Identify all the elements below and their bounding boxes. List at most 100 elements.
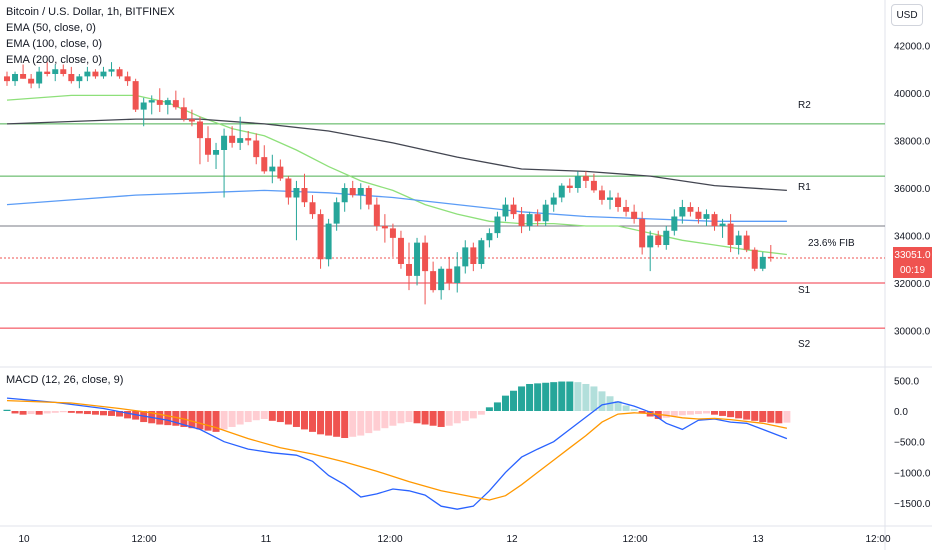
macd-histogram-bar xyxy=(67,411,75,413)
macd-histogram-bar xyxy=(558,381,566,411)
candle-body xyxy=(261,157,268,172)
macd-histogram-bar xyxy=(35,411,43,415)
macd-histogram-bar xyxy=(196,411,204,430)
macd-histogram-bar xyxy=(686,411,694,415)
candle xyxy=(373,197,380,231)
candle xyxy=(100,66,107,79)
macd-histogram-bar xyxy=(638,411,646,414)
candle-body xyxy=(68,74,75,82)
candle xyxy=(550,192,557,212)
macd-histogram-bar xyxy=(11,411,19,414)
ema-50-legend: EMA (50, close, 0) xyxy=(6,22,96,34)
candle xyxy=(245,131,252,146)
candle-body xyxy=(36,71,43,84)
level-label: R1 xyxy=(798,182,811,193)
candle-body xyxy=(285,178,292,198)
countdown-label: 00:19 xyxy=(893,262,932,278)
macd-histogram-bar xyxy=(518,386,526,411)
macd-histogram-bar xyxy=(550,382,558,411)
macd-tick-label: −1500.0 xyxy=(894,499,931,510)
candle xyxy=(44,62,51,77)
candle xyxy=(767,245,774,262)
price-tick-label: 30000.0 xyxy=(894,327,931,338)
candle-body xyxy=(550,197,557,205)
candle-body xyxy=(430,271,437,291)
candle-body xyxy=(695,211,702,219)
macd-histogram-bar xyxy=(405,411,413,423)
macd-histogram-bar xyxy=(309,411,317,432)
candle-body xyxy=(357,188,364,196)
macd-histogram-bar xyxy=(783,411,791,423)
candle-body xyxy=(92,71,99,77)
candle-body xyxy=(687,207,694,212)
macd-histogram-bar xyxy=(381,411,389,429)
candle xyxy=(494,211,501,238)
candle xyxy=(349,180,356,198)
candle xyxy=(743,230,750,253)
candle xyxy=(365,185,372,210)
candle-body xyxy=(719,223,726,226)
candle xyxy=(615,192,622,212)
candle-body xyxy=(373,204,380,226)
candle xyxy=(269,154,276,184)
candle xyxy=(389,223,396,257)
candle-body xyxy=(213,150,220,155)
macd-histogram-bar xyxy=(694,411,702,415)
macd-histogram-bar xyxy=(317,411,325,435)
price-tick-label: 42000.0 xyxy=(894,42,931,53)
candle xyxy=(406,242,412,291)
candle xyxy=(574,171,581,193)
candle xyxy=(679,199,686,224)
candle xyxy=(36,66,43,89)
candle xyxy=(711,211,718,231)
level-label: S2 xyxy=(798,339,811,350)
candle xyxy=(759,252,766,272)
candle-body xyxy=(76,76,83,82)
candle-body xyxy=(269,166,276,172)
candle-body xyxy=(205,138,211,155)
candle xyxy=(156,88,163,112)
candle xyxy=(205,126,211,162)
macd-histogram-bar xyxy=(228,411,236,427)
candle-body xyxy=(767,256,774,259)
candle xyxy=(655,230,662,248)
signal-line xyxy=(6,399,788,501)
candle xyxy=(510,197,517,219)
candle-body xyxy=(84,71,91,77)
chart-title: Bitcoin / U.S. Dollar, 1h, BITFINEX xyxy=(6,6,175,18)
candle xyxy=(631,204,638,224)
candle xyxy=(4,71,10,86)
macd-histogram-bar xyxy=(510,390,518,411)
candle xyxy=(397,230,404,269)
candle-body xyxy=(124,76,131,82)
candle-body xyxy=(526,214,533,226)
macd-histogram-bar xyxy=(260,411,268,419)
candle xyxy=(92,69,99,79)
candle-body xyxy=(615,197,622,207)
candle-body xyxy=(12,74,19,82)
candle-body xyxy=(293,188,300,198)
macd-histogram-bar xyxy=(75,411,83,414)
candle xyxy=(132,78,139,112)
level-label: S1 xyxy=(798,285,811,296)
candle xyxy=(180,97,187,122)
macd-histogram-bar xyxy=(59,411,67,413)
macd-histogram-bar xyxy=(51,411,59,413)
candle xyxy=(148,95,155,115)
macd-histogram-bar xyxy=(574,382,582,411)
candle xyxy=(526,211,533,231)
macd-histogram-bar xyxy=(116,411,124,417)
candle-body xyxy=(188,119,195,122)
candle xyxy=(301,173,308,207)
time-tick-label: 11 xyxy=(261,534,272,545)
candle xyxy=(213,142,220,169)
candle-body xyxy=(751,249,758,269)
candle-body xyxy=(221,135,228,150)
macd-histogram-bar xyxy=(99,411,107,416)
candle xyxy=(478,237,485,269)
macd-histogram-bar xyxy=(437,411,445,427)
currency-button[interactable]: USD xyxy=(891,4,923,26)
macd-tick-label: −1000.0 xyxy=(894,468,931,479)
candle-body xyxy=(607,197,613,200)
macd-histogram-bar xyxy=(767,411,775,423)
